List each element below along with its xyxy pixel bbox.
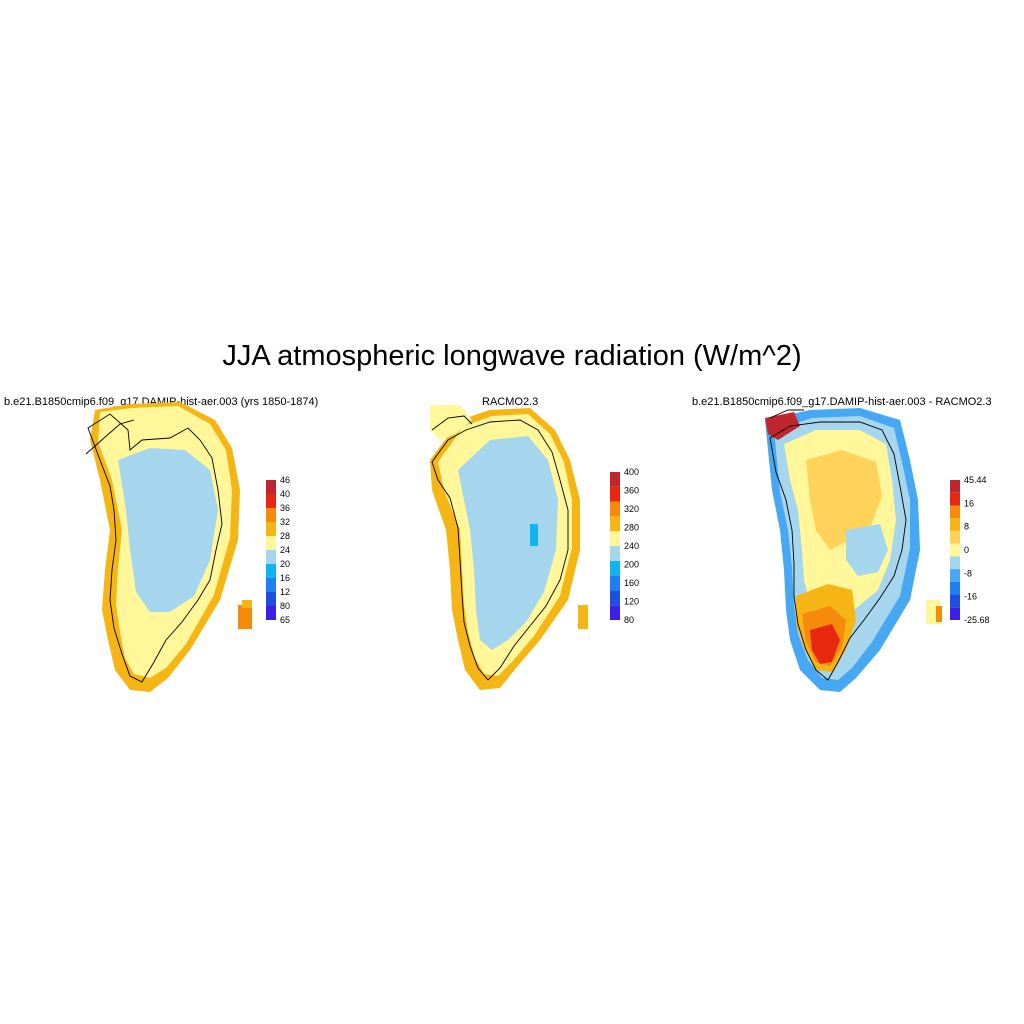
colorbar-box [610, 560, 620, 576]
colorbar-label: 461.4 [280, 475, 290, 485]
ice-sheet-interior [118, 448, 218, 612]
colorbar-label: 360 [280, 503, 290, 513]
colorbar-label: 200 [280, 559, 290, 569]
colorbar-box [610, 590, 620, 606]
panel-2-colorbar: 400 360 320 280 240 200 160 120 80 [610, 467, 639, 625]
colorbar-box [610, 575, 620, 591]
colorbar-label: 400 [280, 489, 290, 499]
anomaly-patch [530, 524, 538, 546]
panel-3-colorbar: 45.44 16 8 0 -8 -16 -25.68 [950, 475, 990, 625]
colorbar-box [610, 546, 620, 561]
colorbar-box [610, 472, 620, 487]
colorbar-box [266, 578, 276, 592]
greenland-field-difference [765, 408, 942, 692]
colorbar-box [610, 486, 620, 502]
colorbar-box [266, 564, 276, 578]
colorbar-label: 240 [280, 545, 290, 555]
colorbar-label: 120 [624, 597, 639, 607]
colorbar-box [266, 494, 276, 508]
colorbar-label: 80 [280, 601, 290, 611]
panel-3-map: 45.44 16 8 0 -8 -16 -25.68 [765, 408, 990, 692]
colorbar-label: 65.6 [280, 615, 290, 625]
colorbar-box [950, 594, 960, 608]
colorbar-box [266, 508, 276, 522]
colorbar-box [950, 543, 960, 557]
colorbar-box [950, 556, 960, 570]
colorbar-box [266, 592, 276, 606]
colorbar-label: 320 [624, 504, 639, 514]
colorbar-label: 160 [280, 573, 290, 583]
colorbar-label: 240 [624, 541, 639, 551]
greenland-field-model [90, 402, 252, 692]
panel-1-map: 461.4 400 360 320 280 240 200 160 120 80 65.6 [85, 402, 290, 692]
page-title: JJA atmospheric longwave radiation (W/m^… [222, 340, 802, 372]
colorbar-box [950, 492, 960, 506]
colorbar-box [950, 581, 960, 595]
colorbar-box [610, 501, 620, 517]
colorbar-box [610, 516, 620, 532]
coastline-north [431, 415, 473, 431]
colorbar-box [266, 480, 276, 494]
positive-region [806, 450, 882, 550]
colorbar-label: 0 [964, 545, 969, 555]
greenland-field-racmo [430, 405, 588, 690]
colorbar-label: 8 [964, 522, 969, 532]
colorbar-label: 16 [964, 498, 974, 508]
colorbar-box [950, 480, 960, 493]
northwest-max [765, 412, 800, 440]
island-east [238, 605, 252, 629]
colorbar-label: 200 [624, 560, 639, 570]
coastline [431, 419, 569, 681]
coastline [769, 421, 907, 681]
colorbar-label: 400 [624, 467, 639, 477]
colorbar-box [266, 550, 276, 564]
island-east-margin [242, 600, 252, 608]
colorbar-box [266, 522, 276, 536]
colorbar-label: 320 [280, 517, 290, 527]
colorbar-box [610, 605, 620, 620]
panel-2-title: RACMO2.3 [482, 396, 539, 408]
coastline [87, 413, 223, 683]
colorbar-label: 360 [624, 486, 639, 496]
colorbar-box [950, 518, 960, 531]
colorbar-box [266, 536, 276, 550]
colorbar-label: 45.44 [964, 475, 987, 485]
panel-1-colorbar: 461.4 400 360 320 280 240 200 160 120 80 65.6 [266, 475, 290, 625]
colorbar-box [950, 530, 960, 544]
colorbar-box [610, 531, 620, 546]
negative-interior [846, 524, 888, 576]
colorbar-label: -16 [964, 592, 977, 602]
coastline-north [769, 409, 804, 419]
colorbar-box [950, 607, 960, 620]
panel-2-map: 400 360 320 280 240 200 160 120 80 [430, 405, 639, 690]
island-east-edge [936, 606, 942, 622]
colorbar-label: 160 [624, 578, 639, 588]
coastline-north [85, 419, 135, 455]
south-max-positive [810, 624, 840, 664]
colorbar-label: -25.68 [964, 615, 990, 625]
island-east [578, 605, 588, 629]
colorbar-label: 280 [624, 523, 639, 533]
colorbar-box [266, 606, 276, 620]
colorbar-label: -8 [964, 568, 972, 578]
north-tip-patch [430, 405, 472, 440]
colorbar-label: 120 [280, 587, 290, 597]
colorbar-label: 280 [280, 531, 290, 541]
colorbar-label: 80 [624, 615, 634, 625]
colorbar-box [950, 505, 960, 519]
colorbar-box [950, 569, 960, 582]
panel-3-title: b.e21.B1850cmip6.f09_g17.DAMIP-hist-aer.… [692, 396, 992, 408]
ice-sheet-interior [458, 436, 558, 650]
panel-1-title: b.e21.B1850cmip6.f09_g17.DAMIP-hist-aer.… [4, 396, 319, 408]
